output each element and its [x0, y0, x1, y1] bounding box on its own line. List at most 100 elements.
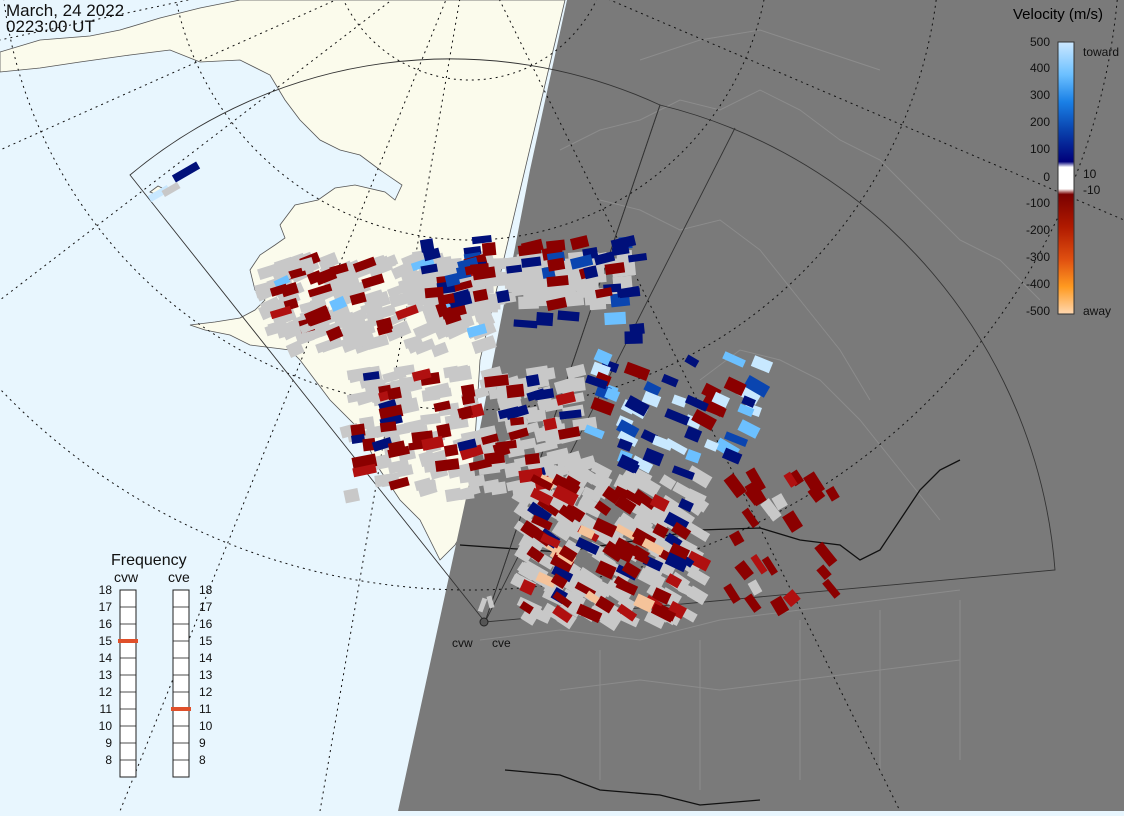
velocity-cell — [569, 235, 590, 251]
velocity-cell — [728, 530, 745, 547]
velocity-cell — [555, 450, 582, 469]
velocity-cell — [276, 321, 302, 339]
velocity-cell — [457, 405, 474, 419]
velocity-cell — [616, 285, 640, 298]
velocity-tick-label: 400 — [1030, 61, 1050, 75]
velocity-cell — [744, 480, 767, 507]
velocity-cell — [396, 464, 414, 478]
radar-site-marker — [479, 617, 489, 627]
night-land-outlines — [479, 29, 1041, 790]
velocity-cell — [457, 438, 477, 452]
velocity-cell — [684, 354, 700, 368]
velocity-tick-label: -100 — [1026, 196, 1050, 210]
velocity-cell — [684, 488, 707, 508]
velocity-cell — [421, 435, 445, 451]
velocity-cell — [685, 449, 702, 464]
velocity-cell — [615, 578, 639, 596]
velocity-cell — [760, 498, 782, 522]
velocity-cell — [511, 486, 534, 508]
velocity-cell — [527, 501, 552, 524]
frequency-tick-label: 11 — [100, 702, 113, 716]
velocity-cell — [531, 514, 553, 531]
velocity-cell — [161, 181, 181, 198]
velocity-cell — [590, 461, 613, 480]
velocity-cell — [348, 308, 368, 325]
velocity-cell — [520, 238, 544, 255]
velocity-cell — [411, 368, 432, 382]
velocity-cell — [621, 561, 642, 579]
velocity-cell — [317, 252, 339, 271]
frequency-tick-label: 11 — [199, 702, 212, 716]
velocity-colorbar-ticks: 500400300200100100-10-100-200-300-400-50… — [1026, 35, 1101, 318]
frequency-tick-label: 17 — [99, 600, 113, 614]
velocity-tick-label: 500 — [1030, 35, 1050, 49]
frequency-tick-label: 15 — [199, 634, 213, 648]
velocity-cell — [594, 287, 613, 299]
velocity-cell — [594, 500, 612, 517]
velocity-cell — [269, 283, 289, 297]
velocity-cell — [562, 291, 582, 306]
velocity-cell — [350, 433, 366, 444]
velocity-cell — [684, 394, 709, 412]
frequency-title: Frequency — [111, 552, 187, 569]
velocity-cell — [471, 234, 492, 245]
velocity-cell — [379, 421, 397, 433]
velocity-cell — [577, 566, 603, 588]
velocity-cell — [643, 609, 667, 630]
velocity-cell — [443, 365, 459, 379]
velocity-cell — [419, 238, 435, 253]
velocity-cell — [481, 433, 499, 446]
velocity-cell — [388, 476, 410, 491]
velocity-cell — [340, 333, 365, 354]
velocity-cell — [273, 274, 291, 289]
frequency-tick-label: 14 — [199, 651, 213, 665]
velocity-cell — [395, 304, 419, 320]
velocity-tick-label: -200 — [1026, 223, 1050, 237]
velocity-cell — [599, 610, 621, 632]
velocity-tick-label: 10 — [1083, 167, 1097, 181]
velocity-cell — [737, 419, 761, 439]
velocity-cell — [583, 424, 605, 440]
frequency-tick-label: 14 — [99, 651, 113, 665]
velocity-cell — [565, 363, 587, 380]
velocity-cell — [309, 296, 327, 310]
velocity-cell — [361, 273, 385, 289]
velocity-cell — [822, 578, 841, 599]
velocity-cell — [665, 573, 683, 589]
velocity-cell — [617, 430, 639, 447]
velocity-cell — [788, 469, 805, 487]
velocity-cell — [519, 601, 534, 615]
velocity-tick-label: -10 — [1083, 183, 1101, 197]
velocity-cell — [627, 252, 648, 263]
velocity-cell — [652, 523, 669, 539]
velocity-cell — [444, 487, 463, 503]
velocity-cell — [634, 551, 650, 565]
velocity-cell — [537, 498, 560, 517]
velocity-cell — [466, 323, 488, 338]
velocity-cell — [387, 440, 406, 453]
velocity-cell — [604, 387, 621, 402]
velocity-cell — [581, 578, 606, 597]
velocity-cell — [552, 604, 573, 624]
velocity-cell — [643, 381, 662, 397]
velocity-cell — [519, 579, 537, 596]
velocity-cell — [630, 455, 654, 474]
velocity-cell — [362, 437, 377, 452]
velocity-cell — [686, 522, 711, 543]
velocity-cell — [299, 257, 315, 272]
velocity-cell — [723, 376, 747, 397]
velocity-cell — [508, 427, 529, 441]
velocity-cell — [614, 523, 639, 542]
velocity-cell — [642, 447, 665, 467]
velocity-cell — [526, 545, 545, 563]
velocity-cell — [433, 319, 459, 340]
velocity-cell — [614, 544, 635, 564]
velocity-cell — [452, 280, 473, 293]
velocity-cell — [525, 289, 551, 307]
velocity-tick-label: 100 — [1030, 142, 1050, 156]
velocity-cell — [329, 262, 349, 276]
velocity-cell — [325, 325, 344, 342]
frequency-panel: Frequency cvw cve 1817161514131211109818… — [99, 552, 213, 778]
